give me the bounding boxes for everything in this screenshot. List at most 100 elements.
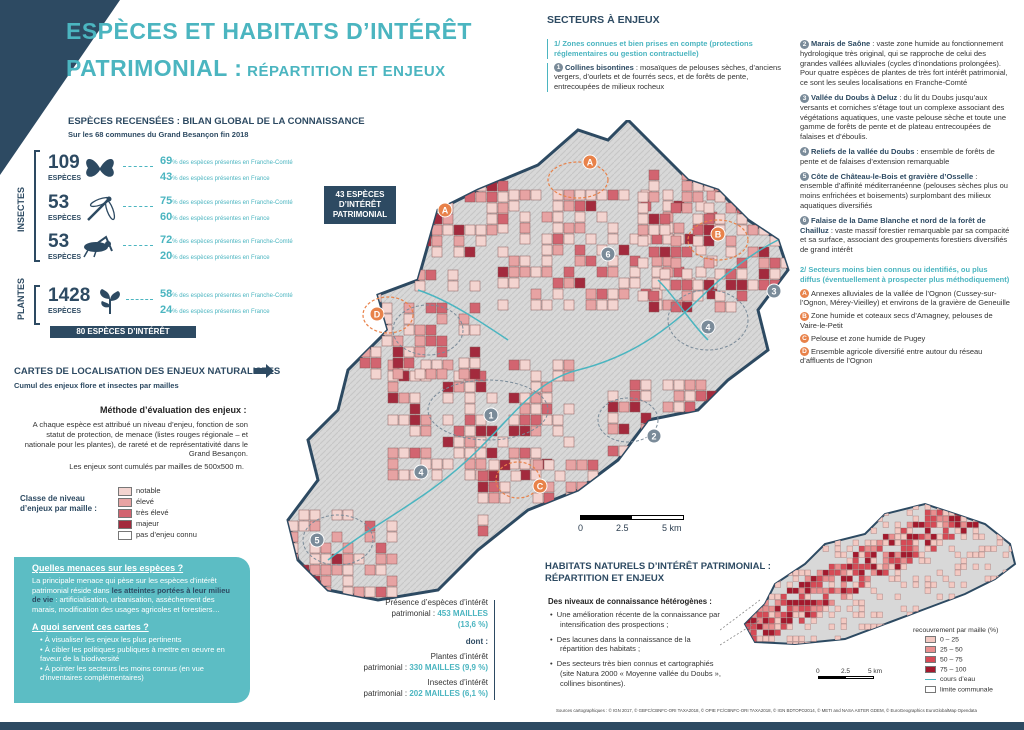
map-cell	[673, 434, 685, 446]
sector-item-2: 2 Marais de Saône : vaste zone humide au …	[800, 39, 1008, 88]
sector-marker-6[interactable]: 6	[600, 246, 616, 262]
map-cell	[552, 359, 564, 371]
habitat-cell	[870, 611, 877, 618]
sector-marker-c[interactable]: C	[532, 478, 548, 494]
habitat-cell	[978, 545, 985, 552]
census-row-3: 53 ESPÈCES 72% des espèces présentes en …	[48, 232, 328, 269]
map-cell	[442, 458, 454, 470]
habitat-cell	[745, 504, 751, 510]
main-map: 1 2 3 4 4 5 6 A A B C D	[286, 120, 790, 602]
map-cell	[398, 246, 410, 258]
habitat-cell	[936, 509, 943, 516]
map-cell	[309, 520, 321, 532]
habitat-cell	[900, 539, 907, 546]
sector-marker-4b[interactable]: 4	[413, 464, 429, 480]
habitat-cell	[936, 539, 943, 546]
map-cell	[464, 458, 476, 470]
habitat-cell	[810, 611, 817, 618]
map-cell	[769, 180, 781, 192]
map-cell	[436, 346, 448, 358]
sector-marker-a2[interactable]: A	[437, 202, 453, 218]
map-cell	[453, 381, 465, 393]
map-cell	[458, 313, 470, 325]
map-cell	[464, 392, 476, 404]
map-cell	[469, 324, 481, 336]
habitat-cell	[972, 527, 979, 534]
habitat-cell	[954, 504, 961, 510]
habitat-cell	[804, 569, 811, 576]
stats-line: patrimonial : 202 MAILLES (6,1 %)	[363, 689, 488, 698]
map-cell	[758, 191, 770, 203]
map-cell	[618, 277, 630, 289]
habitat-cell	[996, 504, 1003, 510]
maps-purpose-question: A quoi servent ces cartes ?	[32, 622, 149, 632]
habitat-cell	[882, 521, 889, 528]
habitat-cell	[834, 545, 841, 552]
map-cell	[659, 246, 671, 258]
sector-marker-5[interactable]: 5	[309, 532, 325, 548]
pct-fc-text: des espèces présentes en Franche-Comté	[177, 160, 293, 166]
sector-marker-b[interactable]: B	[710, 226, 726, 242]
map-cell	[497, 436, 509, 448]
habitat-map	[744, 503, 1016, 645]
map-cell	[703, 257, 715, 269]
habitat-cell	[846, 569, 853, 576]
habitat-cell	[1008, 581, 1015, 588]
svg-text:1: 1	[488, 411, 493, 421]
map-cell	[386, 520, 398, 532]
map-cell	[725, 301, 737, 313]
map-cell	[442, 392, 454, 404]
habitat-cell	[750, 539, 757, 546]
habitat-cell	[798, 581, 805, 588]
legend-swatch	[925, 686, 936, 693]
map-cell	[375, 542, 387, 554]
habitat-cell	[906, 539, 913, 546]
map-cell	[563, 222, 575, 234]
habitat-cell	[822, 504, 829, 510]
map-cell	[659, 268, 671, 280]
map-cell	[607, 401, 619, 413]
map-cell	[453, 235, 465, 247]
map-cell	[453, 425, 465, 437]
footer-bar	[0, 722, 1024, 730]
habitat-cell	[798, 599, 805, 606]
map-cell	[398, 392, 410, 404]
habitat-cell	[930, 533, 937, 540]
habitat-cell	[768, 623, 775, 630]
habitat-cell	[894, 593, 901, 600]
map-cell	[519, 425, 531, 437]
map-cell	[331, 564, 343, 576]
habitat-cell	[924, 575, 931, 582]
habitat-cell	[984, 509, 991, 516]
map-cell	[673, 401, 685, 413]
sector-marker-2[interactable]: 2	[646, 428, 662, 444]
map-cell	[681, 279, 693, 291]
map-cell	[359, 269, 371, 281]
map-cell	[769, 268, 781, 280]
sector-marker-d[interactable]: D	[369, 306, 385, 322]
habitat-cell	[918, 521, 925, 528]
habitat-cell	[870, 545, 877, 552]
sector-marker-1[interactable]: 1	[483, 407, 499, 423]
map-cell	[574, 244, 586, 256]
legend-label: notable	[136, 486, 161, 495]
pct-fr-text: des espèces présentes en France	[177, 309, 270, 315]
sector-marker-a1[interactable]: A	[582, 154, 598, 170]
habitat-cell	[816, 515, 823, 522]
pct-fc: 72% des espèces présentes en Franche-Com…	[160, 234, 293, 246]
map-cell	[420, 202, 432, 214]
sector-marker-4a[interactable]: 4	[700, 319, 716, 335]
map-cell	[673, 445, 685, 457]
map-cell	[499, 492, 511, 504]
map-cell	[703, 202, 715, 214]
map-cell	[342, 564, 354, 576]
habitat-cell	[786, 599, 793, 606]
sector-marker-3[interactable]: 3	[766, 283, 782, 299]
map-cell	[403, 346, 415, 358]
sector-item-d: D Ensemble agricole diversifié entre auto…	[800, 346, 983, 366]
map-cell	[431, 169, 443, 181]
habitat-cell	[846, 605, 853, 612]
map-cell	[736, 169, 748, 181]
habitat-cell	[774, 605, 781, 612]
habitat-cell	[948, 504, 955, 510]
